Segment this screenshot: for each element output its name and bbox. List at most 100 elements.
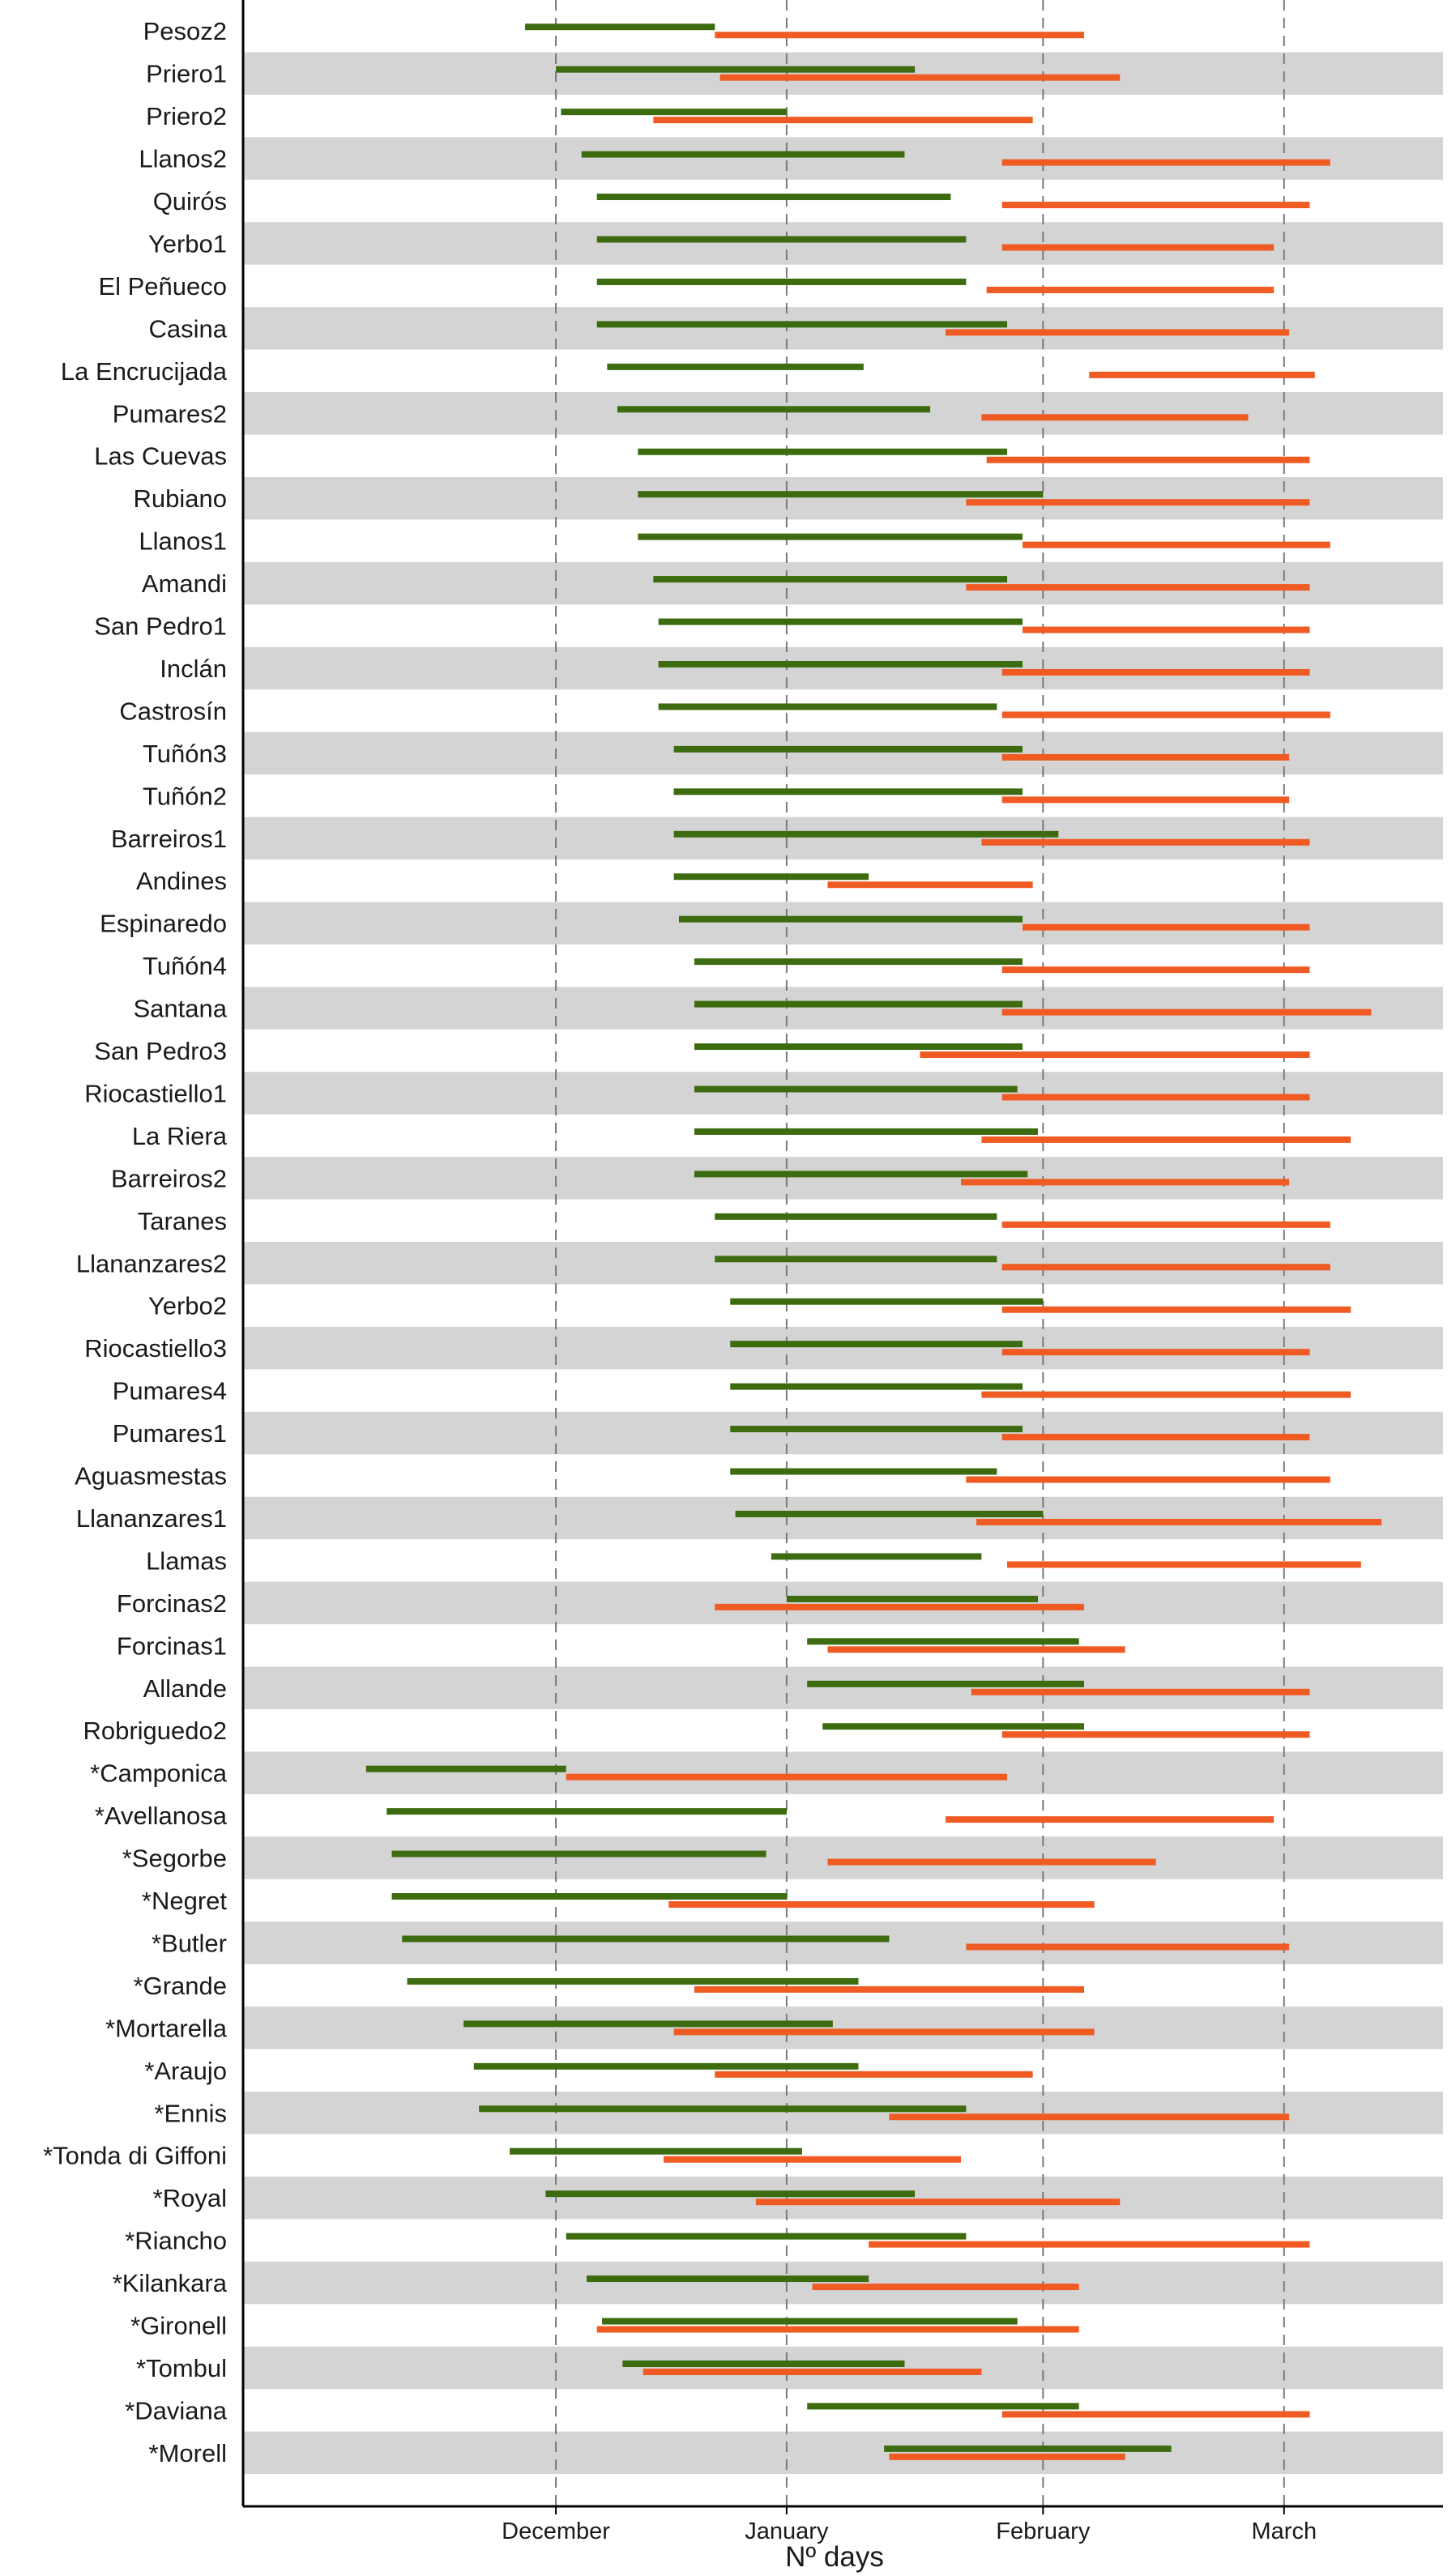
bar-green-allande [807, 1680, 1084, 1687]
bar-green-araujo [473, 2062, 859, 2070]
bar-green-royal [545, 2190, 916, 2198]
bar-orange-llananzares2 [1001, 1264, 1330, 1271]
row-band-priero1 [243, 52, 1443, 95]
row-label-araujo: *Araujo [144, 2057, 227, 2085]
bar-orange-forcinas1 [827, 1646, 1125, 1653]
bar-orange-barreiros1 [981, 838, 1310, 846]
row-band-allande [243, 1666, 1443, 1709]
bar-orange-tombul [643, 2368, 982, 2375]
row-label-pumares4: Pumares4 [113, 1377, 227, 1405]
bar-green-barreiros1 [673, 830, 1059, 838]
bar-orange-aguasmestas [966, 1476, 1330, 1483]
row-label-espinaredo: Espinaredo [100, 910, 227, 938]
bar-green-aguasmestas [730, 1468, 997, 1475]
bar-orange-riocastiello1 [1001, 1094, 1310, 1101]
row-label-segorbe: *Segorbe [122, 1845, 227, 1873]
bar-orange-pumares2 [981, 414, 1249, 421]
bar-orange-san-pedro3 [920, 1051, 1310, 1059]
bar-green-riocastiello1 [694, 1085, 1018, 1093]
row-band-ennis [243, 2092, 1443, 2135]
bar-green-tonda-di-giffoni [510, 2147, 802, 2155]
bar-orange-llananzares1 [976, 1518, 1382, 1525]
bar-green-forcinas2 [786, 1595, 1039, 1602]
bar-orange-negret [668, 1901, 1095, 1909]
tick-label-march: March [1252, 2518, 1317, 2544]
row-label-yerbo2: Yerbo2 [148, 1292, 227, 1320]
range-bars [365, 23, 1382, 2460]
bar-orange-camponica [566, 1773, 1008, 1781]
row-label-mortarella: *Mortarella [105, 2014, 228, 2042]
row-label-tonda-di-giffoni: *Tonda di Giffoni [43, 2142, 227, 2170]
row-label-forcinas1: Forcinas1 [117, 1631, 227, 1660]
bar-orange-yerbo2 [1001, 1306, 1351, 1313]
bar-orange-gironell [596, 2326, 1079, 2333]
row-label-ennis: *Ennis [154, 2099, 227, 2127]
bar-green-espinaredo [678, 915, 1023, 923]
row-band-riocastiello1 [243, 1072, 1443, 1115]
bar-orange-tuñón4 [1001, 966, 1310, 974]
bar-green-daviana [807, 2403, 1079, 2410]
row-label-camponica: *Camponica [90, 1759, 228, 1788]
bar-orange-llamas [1007, 1561, 1361, 1568]
row-label-san-pedro3: San Pedro3 [94, 1037, 227, 1065]
row-band-llananzares2 [243, 1242, 1443, 1285]
bar-green-tuñón4 [694, 958, 1023, 966]
bar-green-tuñón3 [673, 745, 1023, 753]
bar-green-barreiros2 [694, 1171, 1028, 1178]
bar-green-san-pedro1 [658, 618, 1023, 625]
row-band-pumares2 [243, 392, 1443, 435]
bar-orange-mortarella [673, 2028, 1095, 2036]
row-label-riocastiello3: Riocastiello3 [84, 1334, 227, 1363]
bar-orange-allande [971, 1688, 1310, 1695]
row-band-butler [243, 1921, 1443, 1964]
bar-green-taranes [715, 1213, 997, 1220]
row-band-morell [243, 2431, 1443, 2475]
bar-orange-tuñón2 [1001, 796, 1290, 804]
row-band-llananzares1 [243, 1496, 1443, 1540]
row-label-priero1: Priero1 [146, 60, 227, 88]
bar-orange-priero2 [653, 117, 1033, 124]
row-label-la-encrucijada: La Encrucijada [61, 357, 228, 386]
row-label-pumares1: Pumares1 [113, 1419, 227, 1448]
bar-green-quirós [596, 194, 951, 201]
bar-orange-casina [946, 329, 1290, 336]
bar-green-priero1 [556, 66, 916, 73]
bar-green-pesoz2 [525, 23, 715, 31]
bar-green-segorbe [391, 1850, 766, 1857]
tick-label-february: February [996, 2518, 1091, 2544]
row-label-llananzares2: Llananzares2 [76, 1249, 227, 1277]
row-band-tuñón3 [243, 731, 1443, 775]
bar-green-ennis [479, 2105, 967, 2113]
bar-orange-tuñón3 [1001, 753, 1290, 761]
row-label-el-peñueco: El Peñueco [98, 272, 227, 301]
x-ticks: December January February March [502, 2506, 1317, 2544]
bar-orange-forcinas2 [715, 1603, 1084, 1610]
row-label-aguasmestas: Aguasmestas [75, 1462, 227, 1491]
bar-orange-quirós [1001, 202, 1310, 209]
row-label-llamas: Llamas [146, 1546, 227, 1575]
bar-orange-castrosín [1001, 711, 1330, 719]
bar-orange-butler [966, 1943, 1290, 1951]
bar-orange-pumares1 [1001, 1434, 1310, 1441]
row-band-espinaredo [243, 902, 1443, 945]
bar-orange-daviana [1001, 2411, 1310, 2418]
bar-green-yerbo2 [730, 1298, 1044, 1305]
bar-green-pumares2 [617, 406, 931, 413]
bar-green-avellanosa [386, 1808, 787, 1815]
bar-orange-segorbe [827, 1858, 1156, 1866]
bar-green-grande [407, 1977, 859, 1985]
bar-green-priero2 [561, 109, 787, 116]
bar-orange-barreiros2 [961, 1179, 1290, 1186]
bar-green-inclán [658, 660, 1023, 667]
row-label-gironell: *Gironell [130, 2312, 227, 2340]
row-band-amandi [243, 561, 1443, 605]
bar-orange-kilankara [812, 2284, 1079, 2291]
row-band-rubiano [243, 476, 1443, 520]
row-label-rubiano: Rubiano [134, 484, 227, 513]
bar-orange-las-cuevas [986, 456, 1310, 463]
row-band-yerbo1 [243, 222, 1443, 265]
bar-green-castrosín [658, 703, 997, 710]
row-label-forcinas2: Forcinas2 [117, 1589, 227, 1618]
row-band-llanos2 [243, 137, 1443, 180]
bar-orange-andines [827, 881, 1033, 889]
